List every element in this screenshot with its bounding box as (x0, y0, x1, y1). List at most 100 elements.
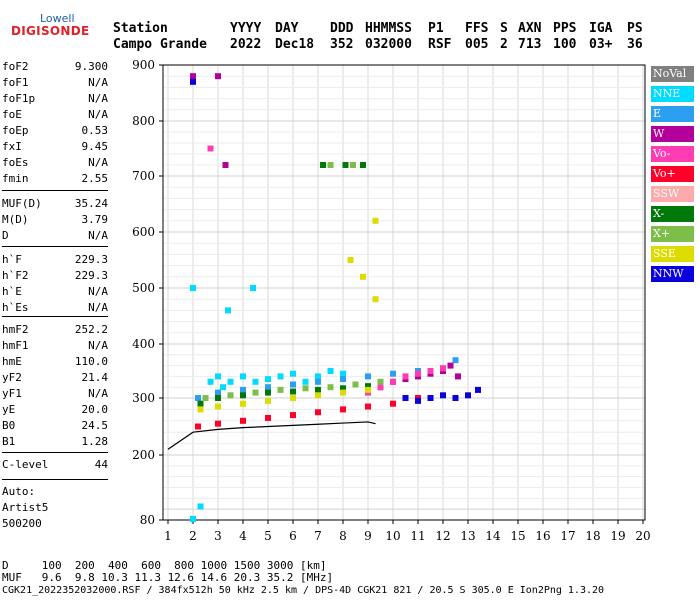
data-point-nne (225, 307, 231, 314)
param-value: 20.0 (81, 403, 109, 416)
param-name: D (2, 229, 9, 242)
data-point-sse (372, 217, 379, 224)
legend-item: SSE (651, 246, 694, 262)
param-value: N/A (88, 108, 108, 121)
x-tick-label: 19 (610, 529, 625, 543)
param-name: foF2 (2, 60, 29, 73)
separator (2, 246, 108, 247)
param-value: N/A (88, 92, 108, 105)
param-row: yF2 21.4 (2, 370, 108, 386)
param-row: fmin 2.55 (2, 171, 108, 187)
param-row: foE N/A (2, 107, 108, 123)
data-point-x+ (327, 384, 334, 391)
param-row: hmF2 252.2 (2, 322, 108, 338)
data-point-e (290, 381, 296, 388)
data-point-w (215, 73, 221, 80)
data-point-x+ (352, 381, 359, 388)
y-tick-label: 500 (132, 281, 155, 295)
param-name: foEs (2, 156, 29, 169)
y-tick-label: 200 (132, 448, 155, 462)
legend-item: NNE (651, 86, 694, 102)
param-row: foEp 0.53 (2, 123, 108, 139)
data-point-e (340, 376, 346, 383)
header-row2-cell: Dec18 (275, 37, 315, 52)
data-point-x- (342, 162, 349, 168)
x-tick-label: 8 (339, 529, 347, 543)
param-name: yF2 (2, 371, 22, 384)
header-row1-cell: DAY (275, 21, 299, 36)
footer-distance-row: D 100 200 400 600 800 1000 1500 3000 [km… (2, 559, 327, 572)
data-point-vo+ (265, 414, 271, 421)
data-point-x+ (302, 385, 309, 392)
param-name: hmF1 (2, 339, 29, 352)
data-point-nne (252, 378, 259, 385)
data-point-sse (265, 397, 271, 404)
data-point-x- (265, 389, 271, 396)
header-row1-cell: P1 (428, 21, 444, 36)
legend-item: E (651, 106, 694, 122)
data-point-x+ (350, 162, 356, 168)
param-value: 252.2 (74, 323, 108, 336)
param-value: N/A (88, 339, 108, 352)
param-name: fmin (2, 172, 29, 185)
header-row1-cell: FFS (465, 21, 489, 36)
legend-item: NoVal (651, 66, 694, 82)
data-point-sse (347, 257, 354, 263)
x-tick-label: 10 (385, 529, 400, 543)
y-tick-label: 600 (132, 225, 155, 239)
y-tick-label: 900 (132, 58, 155, 72)
param-value: N/A (88, 387, 108, 400)
data-point-vo- (427, 368, 434, 374)
data-point-nnw (465, 392, 471, 399)
param-row: D N/A (2, 228, 108, 244)
header-row1-cell: PS (627, 21, 643, 36)
separator (2, 316, 108, 317)
x-tick-label: 17 (560, 529, 575, 543)
data-point-vo- (415, 370, 421, 377)
header-row1-cell: YYYY (230, 21, 262, 36)
data-point-x- (240, 392, 246, 399)
lowell-logo-text: Lowell (40, 12, 75, 25)
param-value: 21.4 (81, 371, 109, 384)
param-row: foF2 9.300 (2, 59, 108, 75)
data-point-nnw (475, 386, 481, 393)
data-point-nne (190, 515, 196, 522)
data-point-sse (360, 273, 366, 280)
param-name: hmF2 (2, 323, 29, 336)
x-tick-label: 12 (435, 529, 450, 543)
param-value: 229.3 (74, 253, 108, 266)
legend-item: X- (651, 206, 694, 222)
plot-frame (162, 64, 646, 521)
header-row2-cell: 005 (465, 37, 489, 52)
param-row: h`F 229.3 (2, 252, 108, 268)
data-point-nnw (190, 78, 196, 85)
param-row: foF1 N/A (2, 75, 108, 91)
param-value: 35.24 (74, 197, 108, 210)
data-point-vo+ (240, 417, 246, 424)
data-point-nnw (427, 395, 434, 401)
data-point-e (265, 384, 271, 391)
virtual-height-trace (167, 421, 376, 450)
param-value: 44 (94, 458, 108, 471)
param-value: 24.5 (81, 419, 109, 432)
param-row: h`E N/A (2, 284, 108, 300)
data-point-e (365, 373, 371, 380)
y-tick-label: 300 (132, 391, 155, 405)
header-row1-cell: S (500, 21, 508, 36)
footer-muf-row: MUF 9.6 9.8 10.3 11.3 12.6 14.6 20.3 35.… (2, 571, 334, 584)
legend-item: W (651, 126, 694, 142)
data-point-x- (215, 395, 221, 401)
param-value: N/A (88, 285, 108, 298)
param-name: yF1 (2, 387, 22, 400)
data-point-sse (290, 395, 296, 401)
param-name: yE (2, 403, 16, 416)
param-value: 2.55 (81, 172, 109, 185)
param-row: h`Es N/A (2, 300, 108, 316)
data-point-sse (315, 392, 321, 399)
data-point-x+ (277, 386, 284, 393)
param-name: hmE (2, 355, 22, 368)
data-point-e (390, 370, 396, 377)
param-value: 0.53 (81, 124, 109, 137)
data-point-nnw (402, 395, 409, 401)
autoscaling-line2: Artist5 (2, 501, 49, 514)
